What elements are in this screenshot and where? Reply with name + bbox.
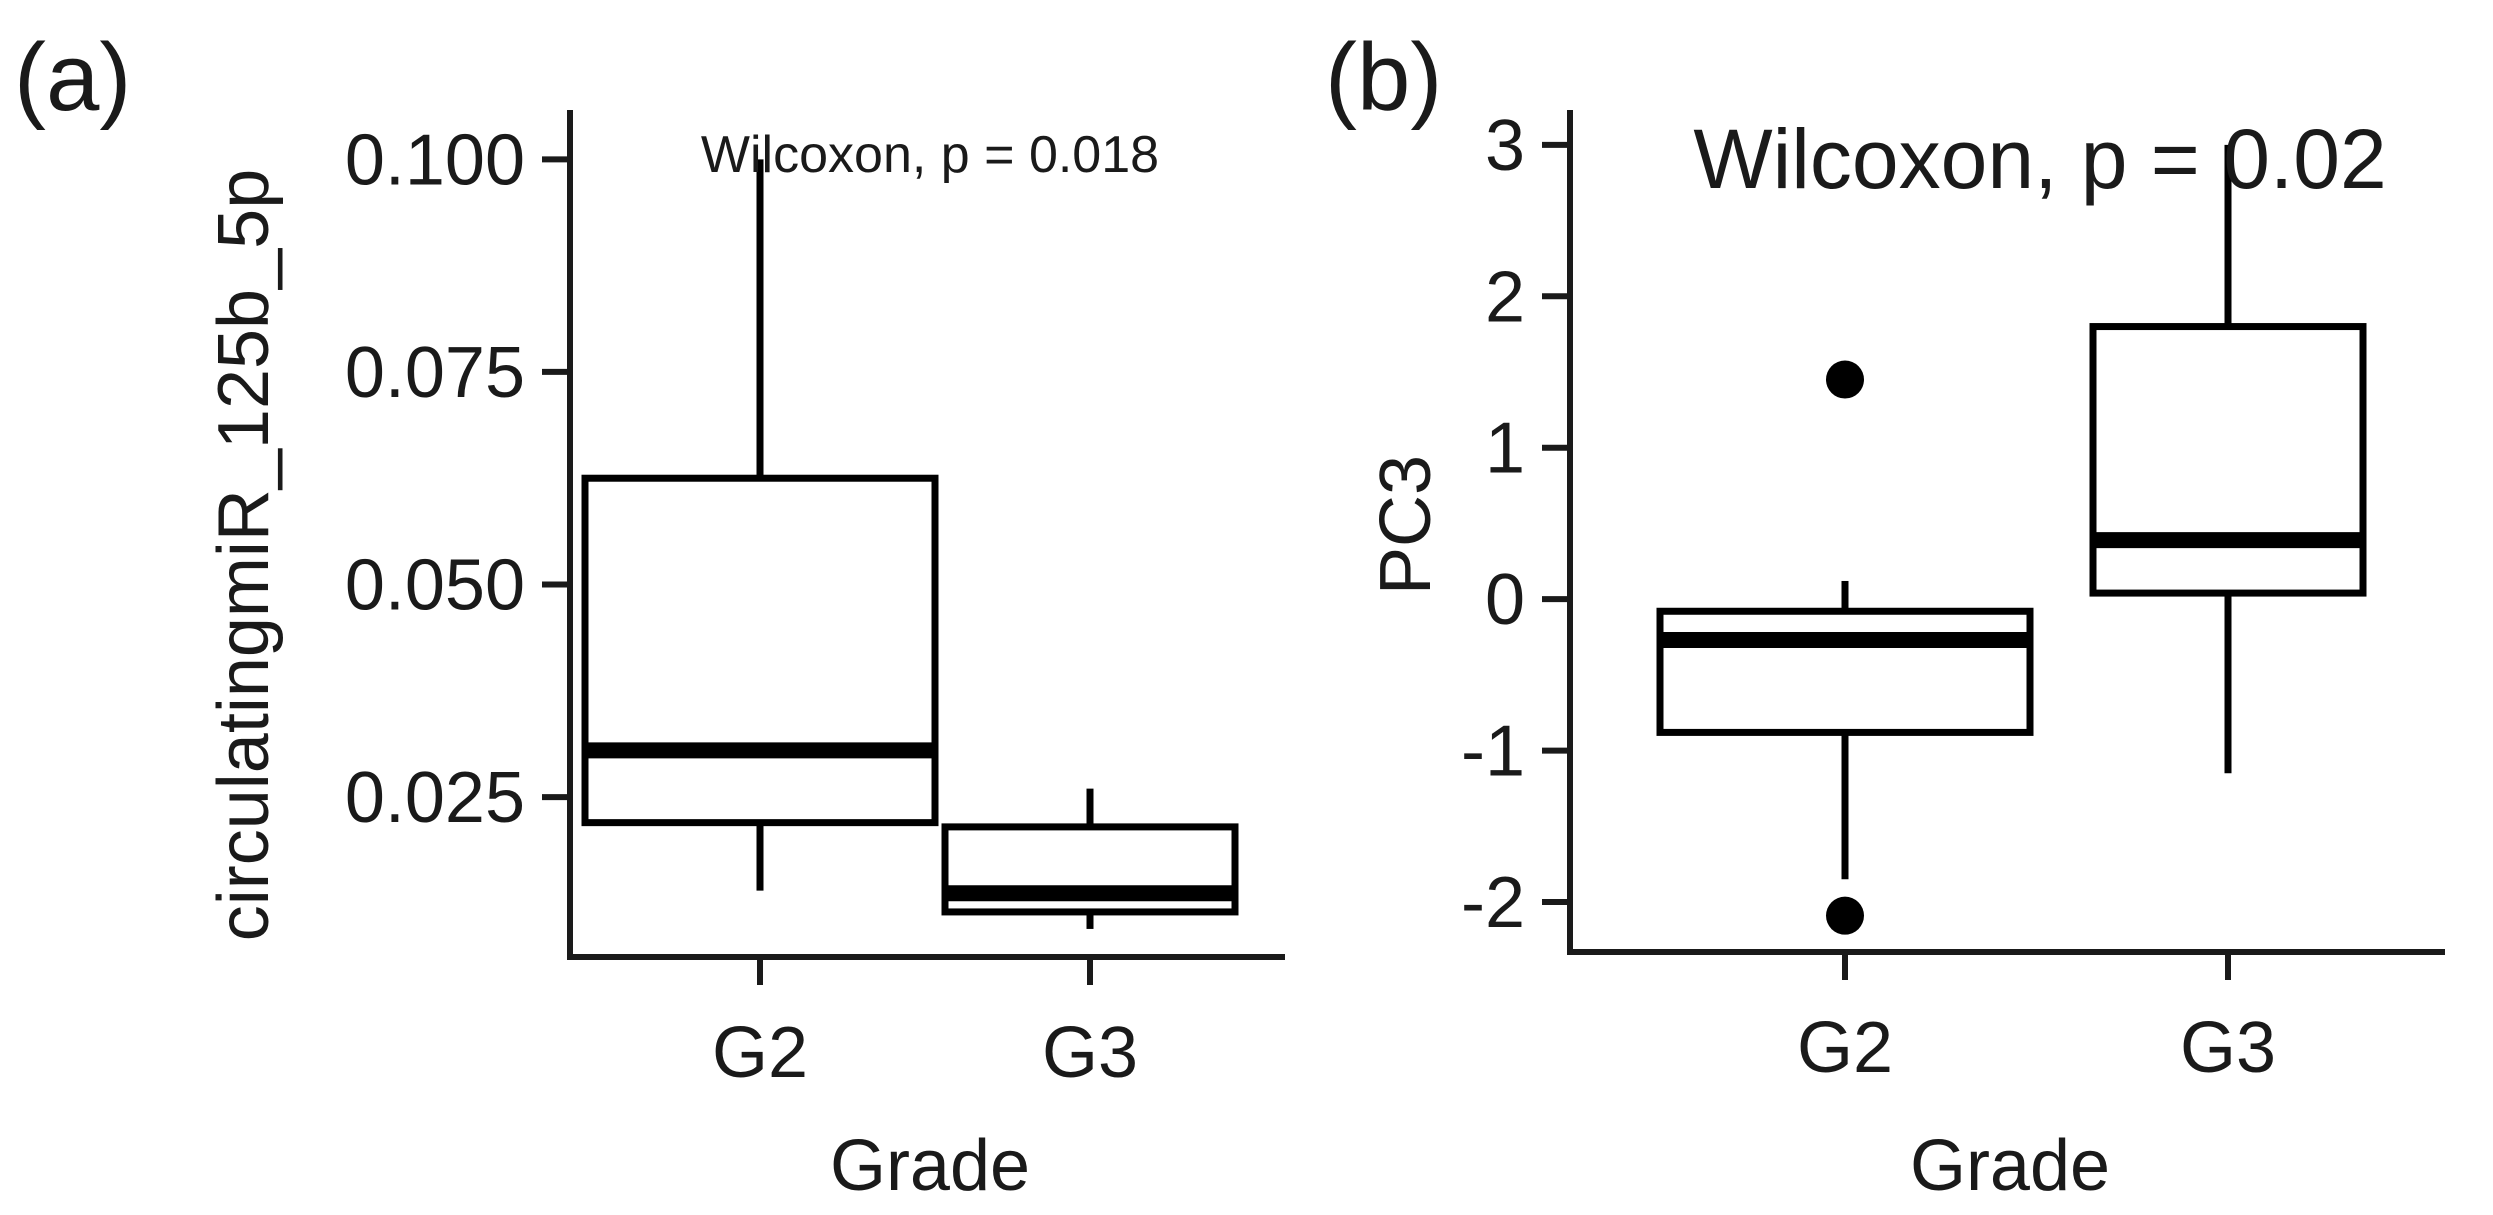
y-tick-label: 0	[1485, 560, 1525, 640]
iqr-box	[2089, 323, 2367, 597]
box-G2	[581, 159, 939, 891]
box-G3	[2089, 144, 2367, 774]
y-tick-label: 0.050	[345, 546, 525, 626]
y-tick-label: -1	[1461, 712, 1525, 792]
box-G3	[941, 788, 1239, 929]
x-tick-label: G3	[1042, 1013, 1138, 1093]
x-tick-label: G3	[2180, 1008, 2276, 1088]
panel-b-annotation: Wilcoxon, p = 0.02	[1693, 112, 2386, 206]
iqr-box	[1656, 607, 2034, 736]
panel-a-x-axis-title: Grade	[830, 1126, 1030, 1206]
y-tick-label: 2	[1485, 257, 1525, 337]
y-tick-label: 0.075	[345, 333, 525, 413]
panel-a-y-axis-title: circulatingmiR_125b_5p	[204, 169, 284, 941]
panel-b-x-axis-title: Grade	[1910, 1126, 2110, 1206]
panel-a: (a) 0.025 0.050 0.075 0.100 G2 G3 Wilcoxon, …	[14, 24, 1285, 1206]
y-tick-label: 1	[1485, 409, 1525, 489]
y-tick-label: 0.025	[345, 758, 525, 838]
outlier-point	[1826, 360, 1864, 399]
panel-b-y-axis-title: PC3	[1366, 455, 1446, 595]
outlier-point	[1826, 896, 1864, 935]
panel-a-x-ticks: G2 G3	[712, 957, 1138, 1093]
y-tick-label: 0.100	[345, 120, 525, 200]
y-tick-label: 3	[1485, 106, 1525, 186]
panel-b: (b) -2 -1 0 1 2 3 G2 G3 Wilcoxon, p = 0.02 Gra…	[1325, 24, 2445, 1206]
x-tick-label: G2	[712, 1013, 808, 1093]
panel-b-label: (b)	[1325, 24, 1442, 131]
panel-b-y-ticks: -2 -1 0 1 2 3	[1461, 106, 1570, 943]
panel-b-boxes	[1656, 144, 2367, 935]
x-tick-label: G2	[1797, 1008, 1893, 1088]
panel-a-annotation: Wilcoxon, p = 0.018	[701, 126, 1159, 184]
panel-a-y-ticks: 0.025 0.050 0.075 0.100	[345, 120, 570, 838]
iqr-box	[581, 474, 939, 827]
box-G2	[1656, 360, 2034, 935]
panel-b-x-ticks: G2 G3	[1797, 952, 2276, 1088]
y-tick-label: -2	[1461, 863, 1525, 943]
panel-a-boxes	[581, 159, 1239, 929]
panel-a-label: (a)	[14, 24, 131, 131]
